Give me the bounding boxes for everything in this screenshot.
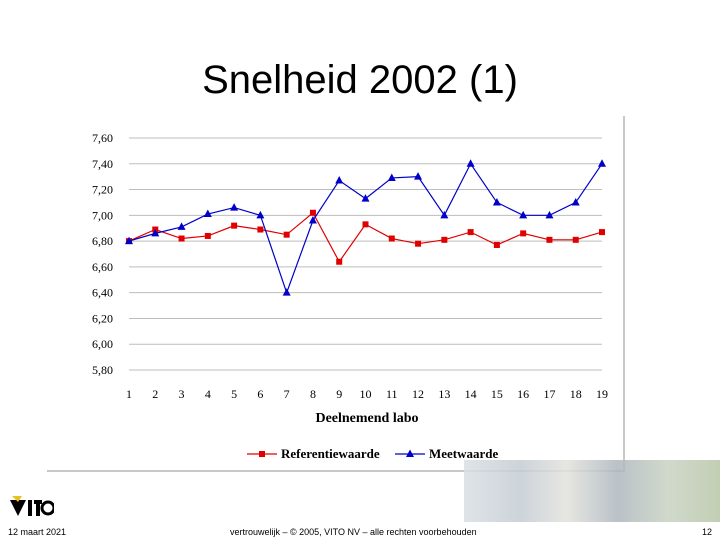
data-point bbox=[598, 159, 606, 167]
data-point bbox=[283, 231, 290, 238]
y-tick-label: 6,40 bbox=[92, 286, 113, 300]
x-tick-label: 13 bbox=[438, 387, 450, 401]
x-tick-label: 16 bbox=[517, 387, 529, 401]
footer-date: 12 maart 2021 bbox=[8, 527, 67, 537]
x-tick-label: 5 bbox=[231, 387, 237, 401]
data-point bbox=[572, 236, 579, 243]
x-tick-label: 17 bbox=[543, 387, 555, 401]
data-point bbox=[441, 236, 448, 243]
y-tick-label: 7,20 bbox=[92, 183, 113, 197]
data-point bbox=[414, 172, 423, 180]
x-axis-label: Deelnemend labo bbox=[315, 411, 418, 426]
series-meetwaarde bbox=[125, 159, 606, 296]
decorative-photo-strip bbox=[464, 460, 720, 522]
x-tick-label: 10 bbox=[360, 387, 372, 401]
y-tick-label: 7,40 bbox=[92, 157, 113, 171]
data-point bbox=[519, 210, 528, 219]
data-point bbox=[546, 236, 553, 243]
data-point bbox=[415, 240, 422, 247]
x-tick-label: 8 bbox=[310, 387, 316, 401]
x-tick-labels: 1 2 3 4 5 6 7 8 9 10 11 12 13 14 15 16 17 18 19 bbox=[126, 387, 608, 401]
y-tick-label: 5,80 bbox=[92, 363, 113, 377]
x-tick-label: 3 bbox=[179, 387, 185, 401]
y-tick-label: 6,80 bbox=[92, 234, 113, 248]
data-point bbox=[151, 228, 160, 237]
x-tick-label: 18 bbox=[570, 387, 582, 401]
data-point bbox=[545, 210, 554, 219]
data-point bbox=[256, 210, 265, 219]
legend-label: Meetwaarde bbox=[429, 446, 499, 461]
x-tick-label: 19 bbox=[596, 387, 608, 401]
x-tick-label: 15 bbox=[491, 387, 503, 401]
x-tick-label: 2 bbox=[152, 387, 158, 401]
line-chart: 5,80 6,00 6,20 6,40 6,60 6,80 7,00 7,20 7,40 7,60… bbox=[92, 131, 608, 461]
slide-title: Snelheid 2002 (1) bbox=[202, 58, 518, 102]
series-line bbox=[128, 162, 603, 295]
data-point bbox=[492, 197, 501, 206]
legend-label: Referentiewaarde bbox=[281, 446, 380, 461]
x-tick-label: 9 bbox=[336, 387, 342, 401]
x-tick-label: 6 bbox=[257, 387, 263, 401]
data-point bbox=[231, 222, 238, 229]
data-point bbox=[282, 288, 291, 296]
data-point bbox=[125, 236, 133, 245]
vito-logo bbox=[8, 496, 54, 518]
data-point bbox=[178, 235, 185, 242]
data-point bbox=[466, 159, 475, 167]
x-tick-label: 12 bbox=[412, 387, 424, 401]
x-tick-label: 11 bbox=[386, 387, 398, 401]
data-point bbox=[520, 230, 527, 237]
legend: Referentiewaarde Meetwaarde bbox=[247, 446, 499, 461]
data-point bbox=[336, 258, 343, 265]
legend-marker bbox=[406, 449, 414, 457]
data-point bbox=[309, 209, 316, 216]
data-point bbox=[177, 222, 186, 230]
x-tick-label: 4 bbox=[205, 387, 211, 401]
y-tick-labels: 5,80 6,00 6,20 6,40 6,60 6,80 7,00 7,20 7,40 7,60 bbox=[92, 131, 113, 377]
page-number: 12 bbox=[702, 527, 713, 537]
data-point bbox=[308, 215, 317, 224]
x-tick-label: 14 bbox=[465, 387, 477, 401]
data-point bbox=[204, 232, 211, 239]
y-tick-label: 7,60 bbox=[92, 131, 113, 145]
data-point bbox=[257, 226, 264, 233]
chart-area: 5,80 6,00 6,20 6,40 6,60 6,80 7,00 7,20 7,40 7,60… bbox=[47, 116, 625, 472]
data-point bbox=[361, 194, 370, 202]
legend-marker bbox=[259, 451, 265, 457]
x-tick-label: 7 bbox=[284, 387, 290, 401]
x-tick-label: 1 bbox=[126, 387, 132, 401]
y-tick-label: 6,00 bbox=[92, 337, 113, 351]
data-point bbox=[467, 229, 474, 236]
data-point bbox=[230, 203, 239, 211]
y-tick-label: 6,60 bbox=[92, 260, 113, 274]
series-line bbox=[128, 211, 603, 263]
y-tick-label: 7,00 bbox=[92, 208, 113, 222]
series-lines bbox=[125, 159, 606, 296]
data-point bbox=[493, 241, 500, 248]
data-point bbox=[387, 173, 396, 181]
data-point bbox=[571, 197, 580, 206]
data-point bbox=[203, 209, 212, 218]
data-point bbox=[599, 229, 605, 236]
data-point bbox=[362, 221, 369, 228]
data-point bbox=[388, 235, 395, 242]
data-point bbox=[335, 176, 344, 184]
data-point bbox=[440, 210, 449, 219]
footer-copyright: vertrouwelijk – © 2005, VITO NV – alle r… bbox=[230, 527, 477, 537]
series-referentiewaarde bbox=[126, 209, 605, 265]
gridlines bbox=[129, 137, 602, 371]
y-tick-label: 6,20 bbox=[92, 311, 113, 325]
